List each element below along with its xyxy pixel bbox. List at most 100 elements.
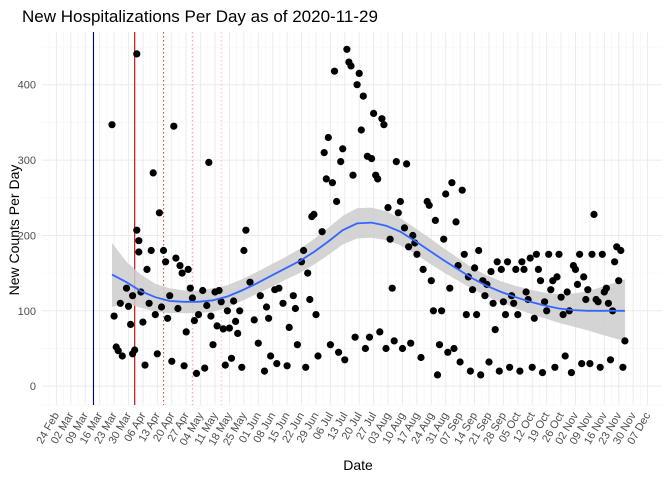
data-point [538, 369, 547, 377]
data-point [487, 268, 495, 276]
data-point [405, 243, 413, 251]
data-point [166, 292, 174, 300]
data-point [279, 299, 287, 307]
data-point [114, 347, 122, 355]
data-point [606, 356, 615, 364]
data-point [289, 292, 297, 300]
data-point [417, 353, 425, 362]
data-point [236, 307, 244, 315]
data-point [176, 262, 184, 270]
data-point [433, 371, 442, 379]
data-point [596, 363, 604, 371]
data-point [586, 360, 594, 368]
data-point [131, 346, 139, 354]
data-point [283, 362, 291, 370]
data-point [376, 328, 384, 336]
data-point [503, 258, 512, 266]
data-point [133, 226, 141, 234]
data-point [390, 337, 398, 345]
data-point [471, 264, 479, 272]
data-point [442, 190, 450, 198]
data-point [172, 254, 180, 262]
data-point [510, 299, 518, 307]
data-point [386, 235, 394, 243]
data-point [199, 286, 207, 295]
data-point [444, 348, 452, 356]
data-point [330, 67, 339, 75]
data-point [514, 311, 522, 319]
data-point [153, 350, 161, 358]
data-point [477, 371, 485, 379]
data-point [506, 363, 514, 371]
data-point [225, 324, 233, 332]
data-point [209, 341, 217, 349]
data-point [573, 280, 582, 288]
data-point [429, 307, 437, 315]
data-point [481, 292, 489, 300]
data-point [621, 337, 629, 345]
data-point [392, 158, 400, 166]
data-point [466, 367, 474, 375]
data-point [407, 339, 415, 347]
data-point [201, 364, 209, 372]
data-point [170, 122, 178, 130]
data-point [180, 362, 188, 370]
data-point [590, 210, 598, 218]
data-point [223, 307, 231, 315]
y-tick-label: 300 [18, 155, 36, 167]
data-point [384, 204, 392, 212]
data-point [380, 121, 388, 129]
data-point [598, 250, 606, 258]
data-point [462, 311, 470, 319]
ribbon-area [112, 207, 625, 341]
data-point [122, 284, 131, 292]
data-point [127, 320, 135, 328]
data-point [205, 158, 213, 166]
data-point [520, 265, 528, 273]
data-point [207, 312, 215, 320]
data-point [190, 317, 198, 325]
data-point [215, 286, 223, 295]
data-point [174, 304, 182, 313]
data-point [431, 216, 439, 224]
data-point [604, 299, 613, 307]
data-point [230, 297, 238, 305]
data-point [489, 299, 497, 307]
data-point [495, 367, 503, 375]
data-point [318, 228, 326, 236]
data-point [285, 323, 293, 331]
data-point [157, 303, 166, 311]
data-point [580, 273, 588, 281]
data-point [135, 237, 143, 245]
data-point [262, 303, 271, 311]
data-point [534, 265, 543, 273]
data-point [335, 348, 343, 356]
data-point [394, 209, 402, 217]
data-point [563, 288, 571, 296]
data-point [275, 284, 283, 292]
data-point [312, 311, 320, 319]
data-point [141, 361, 149, 369]
data-point [349, 171, 357, 179]
data-point [291, 304, 299, 313]
data-point [578, 360, 586, 368]
data-point [168, 357, 176, 365]
data-point [499, 298, 507, 306]
data-point [611, 258, 619, 266]
data-point [108, 121, 116, 129]
data-point [545, 250, 553, 258]
data-point [240, 246, 248, 255]
data-point [293, 341, 301, 349]
data-point [149, 169, 157, 177]
data-point [355, 69, 363, 77]
data-point [518, 258, 526, 266]
data-point [151, 311, 159, 319]
data-point [359, 92, 367, 100]
data-point [219, 325, 227, 333]
data-point [450, 344, 458, 353]
data-point [576, 250, 584, 258]
data-point [347, 62, 355, 70]
data-point [232, 317, 240, 325]
data-point [452, 218, 460, 226]
y-tick-label: 400 [18, 80, 36, 92]
